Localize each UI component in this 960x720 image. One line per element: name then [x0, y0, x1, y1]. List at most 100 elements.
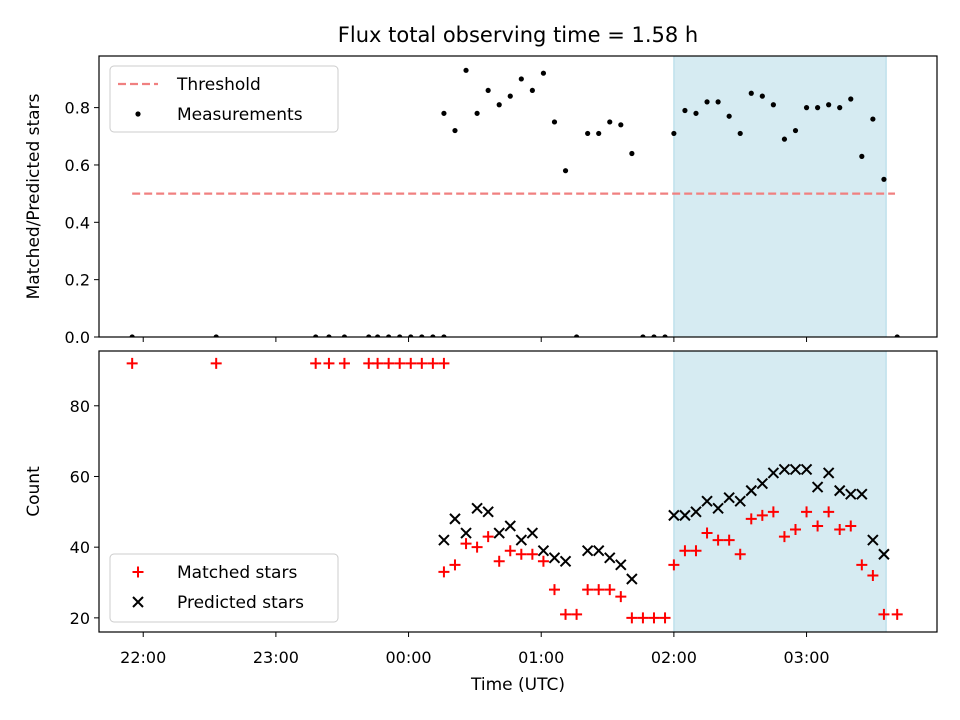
y-tick-label: 0.4: [65, 213, 90, 232]
matched-star-marker: [812, 520, 824, 532]
matched-star-marker: [690, 545, 702, 557]
matched-star-marker: [723, 534, 735, 546]
matched-star-marker: [878, 608, 890, 620]
y-tick-label: 20: [70, 609, 90, 628]
x-axis: 22:00 23:00 00:00 01:00 02:00 03:00: [120, 648, 829, 667]
matched-star-marker: [659, 612, 671, 624]
y-tick-label: 40: [70, 538, 90, 557]
matched-star-marker: [778, 531, 790, 543]
matched-star-marker: [891, 608, 903, 620]
measurement-point: [573, 334, 580, 337]
x-tick-label: 02:00: [651, 648, 697, 667]
observing-span: [673, 351, 887, 632]
measurement-point: [737, 130, 743, 137]
matched-star-marker: [537, 555, 549, 567]
measurement-point: [518, 76, 524, 82]
matched-star-marker: [394, 357, 406, 369]
matched-star-marker: [734, 548, 746, 560]
measurement-point: [562, 168, 569, 174]
measurement-point: [430, 334, 436, 337]
y-axis-label: Count: [24, 466, 44, 517]
measurement-point: [452, 127, 458, 134]
predicted-star-marker: [701, 495, 713, 507]
measurement-point: [704, 99, 710, 105]
matched-star-marker: [668, 559, 680, 571]
predicted-star-marker: [878, 548, 890, 560]
matched-star-marker: [482, 531, 494, 543]
legend-marker: [135, 111, 141, 117]
count-legend: Matched stars Predicted stars: [109, 553, 339, 623]
y-tick-label: 80: [70, 397, 90, 416]
predicted-star-marker: [526, 527, 539, 539]
predicted-star-marker: [460, 527, 472, 539]
ratio-panel: 0.0 0.2 0.4 0.6 0.8 Matched/Predicted stars: [24, 55, 938, 347]
measurement-point: [894, 334, 900, 337]
ratio-legend: Threshold Measurements: [109, 65, 339, 133]
predicted-star-marker: [537, 544, 550, 557]
matched-star-marker: [526, 548, 538, 560]
measurement-point: [662, 334, 668, 337]
plot-area: [126, 351, 903, 632]
measurement-point: [341, 334, 348, 337]
predicted-star-marker: [482, 506, 494, 518]
measurement-point: [366, 334, 372, 337]
measurement-point: [507, 93, 513, 99]
measurement-point: [463, 67, 469, 73]
measurement-point: [386, 334, 392, 337]
y-tick-label: 0.2: [65, 271, 90, 290]
matched-star-marker: [210, 357, 222, 369]
panel-frame: [98, 350, 938, 633]
measurement-point: [826, 102, 832, 108]
matched-star-marker: [756, 509, 768, 521]
measurement-point: [715, 99, 721, 105]
measurement-point: [837, 105, 843, 111]
measurement-point: [792, 127, 799, 134]
predicted-star-marker: [723, 491, 735, 504]
plot-area: [129, 56, 900, 337]
matched-star-marker: [712, 534, 724, 546]
matched-star-marker: [571, 608, 583, 620]
measurement-point: [671, 130, 677, 137]
predicted-star-marker: [604, 552, 616, 564]
x-tick-label: 23:00: [253, 648, 299, 667]
measurement-point: [629, 150, 635, 157]
legend-label: Predicted stars: [177, 593, 304, 613]
predicted-star-marker: [615, 559, 627, 571]
legend-marker: [132, 596, 144, 608]
predicted-star-marker: [471, 502, 483, 514]
matched-star-marker: [504, 545, 516, 557]
predicted-star-marker: [592, 544, 605, 557]
predicted-star-marker: [679, 509, 691, 522]
measurement-point: [748, 90, 754, 96]
measurement-point: [881, 176, 887, 182]
matched-star-marker: [449, 559, 461, 571]
matched-star-marker: [648, 612, 660, 624]
y-tick-label: 60: [70, 467, 90, 486]
x-tick-label: 01:00: [518, 648, 564, 667]
measurement-point: [551, 119, 558, 125]
predicted-star-marker: [548, 552, 561, 564]
matched-star-marker: [593, 584, 605, 596]
measurement-point: [815, 105, 821, 111]
measurement-point: [474, 110, 480, 116]
matched-star-marker: [679, 545, 691, 557]
matched-star-marker: [438, 566, 450, 578]
predicted-star-marker: [834, 484, 846, 497]
measurement-point: [682, 107, 688, 114]
legend-label: Threshold: [176, 75, 261, 95]
matched-star-marker: [801, 506, 813, 518]
matched-star-marker: [471, 541, 483, 553]
matched-star-marker: [834, 523, 846, 535]
predicted-star-marker: [734, 495, 746, 507]
measurement-point: [485, 87, 491, 94]
predicted-star-marker: [493, 527, 505, 539]
predicted-star-marker: [867, 534, 879, 546]
matched-star-marker: [427, 357, 439, 369]
matched-star-marker: [126, 357, 138, 369]
measurement-point: [313, 334, 319, 337]
measurement-point: [759, 93, 765, 99]
x-axis-label: Time (UTC): [470, 675, 565, 695]
measurement-point: [726, 113, 732, 119]
x-tick-label: 00:00: [385, 648, 431, 667]
